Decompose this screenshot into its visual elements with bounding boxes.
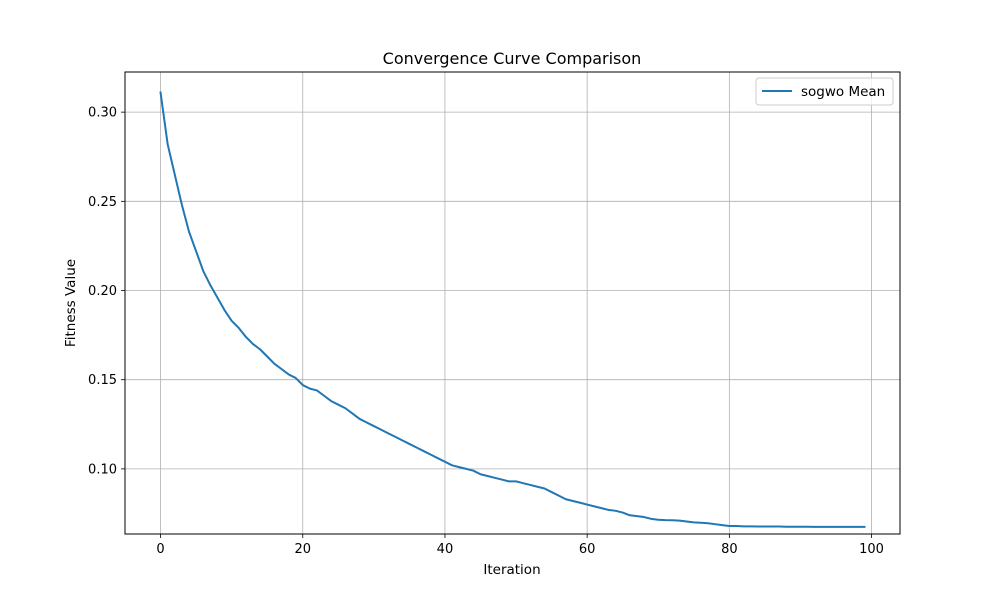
grid [125,72,900,534]
legend-box [755,77,894,106]
y-tick-label: 0.15 [88,373,117,388]
x-tick-label: 80 [721,542,738,557]
x-axis: 0 20 40 60 80 100 [156,534,884,557]
x-tick-label: 60 [579,542,596,557]
y-tick-label: 0.20 [88,284,117,299]
x-tick-label: 40 [437,542,454,557]
y-axis: 0.10 0.15 0.20 0.25 0.30 [88,106,125,477]
series-line-sogwo-mean [159,91,866,528]
legend-label: sogwo Mean [801,84,885,100]
y-tick-label: 0.10 [88,462,117,477]
y-tick-label: 0.30 [88,106,117,121]
x-tick-label: 100 [859,542,884,557]
legend: sogwo Mean [755,77,894,106]
chart-title: Convergence Curve Comparison [383,49,642,68]
x-tick-label: 0 [156,542,164,557]
plot-area-frame [124,71,901,535]
x-axis-label: Iteration [483,562,540,578]
series-layer [159,91,866,528]
y-axis-label: Fitness Value [63,259,79,347]
y-tick-label: 0.25 [88,195,117,210]
x-tick-label: 20 [294,542,311,557]
